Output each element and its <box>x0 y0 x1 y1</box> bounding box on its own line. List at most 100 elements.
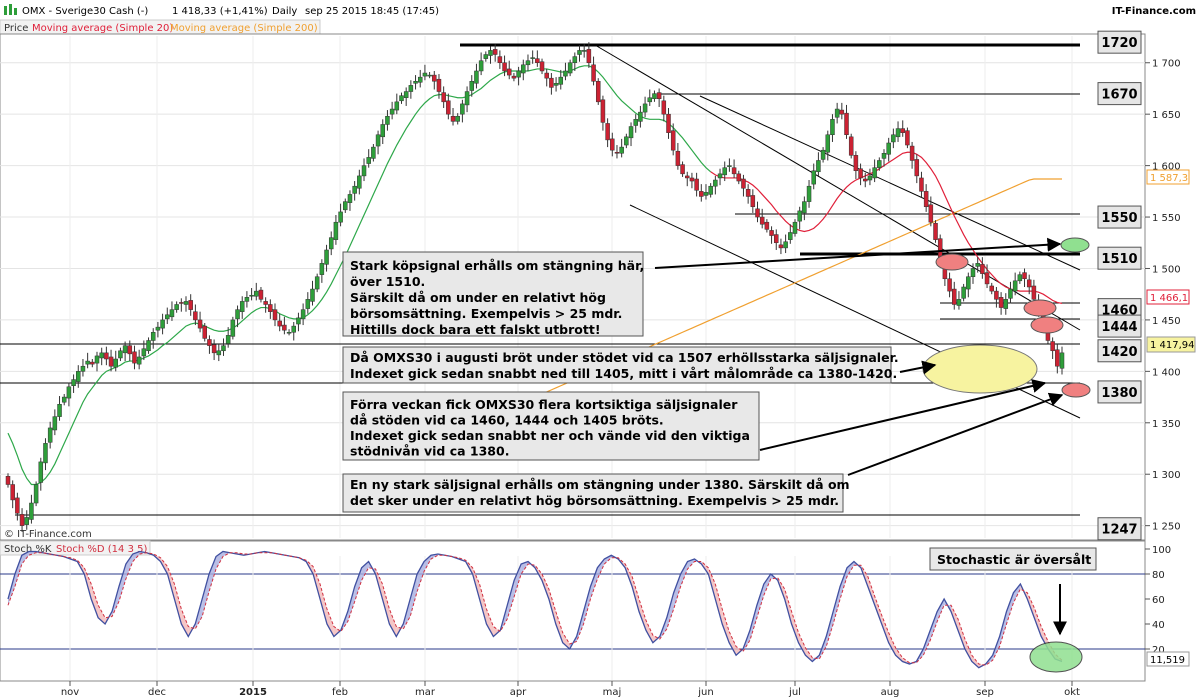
candle-body <box>581 50 587 52</box>
candle-body <box>268 304 273 312</box>
candle-body <box>328 237 334 250</box>
candle-body <box>694 178 699 191</box>
stoch-last-text: 11,519 <box>1150 655 1185 666</box>
level-label-text: 1444 <box>1101 320 1137 335</box>
level-label-text: 1670 <box>1101 88 1137 103</box>
stoch-fill-segment <box>784 589 792 624</box>
candle-body <box>741 178 746 189</box>
month-label: nov <box>61 687 79 698</box>
candle-body <box>750 195 756 208</box>
candle-body <box>225 335 231 344</box>
buy-signal-1510 <box>1060 237 1090 253</box>
level-label-box <box>1097 314 1142 338</box>
candle-body <box>717 173 723 179</box>
stoch-grid <box>0 556 1145 680</box>
stoch-fill-segment <box>555 611 563 643</box>
stoch-fill-segment <box>937 599 945 622</box>
stoch-fill-segment <box>826 611 834 647</box>
candle-body <box>474 70 479 84</box>
candle-body <box>85 360 90 365</box>
candle-body <box>389 108 395 115</box>
stoch-fill-segment <box>756 584 764 618</box>
stoch-axis: 100 80 60 40 20 <box>1145 545 1171 656</box>
candle-body <box>502 62 507 72</box>
stoch-fill-segment <box>98 605 106 624</box>
candle-body <box>450 115 456 122</box>
candle-body <box>984 272 990 285</box>
candle-body <box>830 119 835 136</box>
candle-body <box>469 81 475 91</box>
stoch-fill-segment <box>971 655 979 668</box>
month-label: aug <box>881 687 900 698</box>
stoch-fill-segment <box>999 611 1007 647</box>
header-quote: 1 418,33 (+1,41%) <box>172 6 268 17</box>
candle-body <box>563 70 568 77</box>
candle-body <box>132 351 137 364</box>
candle-body <box>567 62 573 74</box>
price-tick-label: 1 600 <box>1152 162 1181 173</box>
candle-body <box>29 502 34 520</box>
candle-body <box>118 350 123 359</box>
candle-body <box>5 476 11 485</box>
candle-body <box>371 146 376 159</box>
arrow-buy-signal <box>654 237 1062 269</box>
candle-body <box>511 75 517 79</box>
level-label-box <box>1097 517 1142 541</box>
stoch-fill-segment <box>722 609 730 643</box>
candle-body <box>108 356 114 367</box>
candle-body <box>773 234 779 244</box>
stoch-fill-segment <box>333 626 341 637</box>
stoch-fill-segment <box>1034 607 1042 637</box>
candle-body <box>839 109 845 115</box>
candle-body <box>193 311 198 321</box>
month-label: 2015 <box>239 687 267 698</box>
candle-body <box>38 461 44 483</box>
price-tick-label: 1 400 <box>1152 367 1181 378</box>
candle-body <box>535 58 540 63</box>
stoch-fill-segment <box>479 584 487 624</box>
stoch-note-text: Stochastic är översålt <box>937 552 1091 567</box>
candle-body <box>853 155 859 172</box>
last-price-tag: 1 417,94 <box>1146 336 1196 353</box>
candle-body <box>300 309 306 320</box>
channel-inner-line <box>699 95 1081 271</box>
candle-body <box>492 49 498 55</box>
stoch-fill-segment <box>382 584 390 624</box>
stoch-fill-segment <box>729 631 737 656</box>
candle-body <box>891 134 896 143</box>
candle-body <box>52 416 58 431</box>
stoch-fill-segment <box>326 609 334 637</box>
candle-body <box>633 119 638 126</box>
candle-body <box>71 379 76 387</box>
price-tick-label: 1 250 <box>1152 522 1181 533</box>
candle-body <box>647 97 653 103</box>
candle-body <box>619 146 624 154</box>
candle-body <box>394 101 400 111</box>
candle-body <box>947 278 952 292</box>
candle-body <box>577 50 582 55</box>
candle-body <box>877 160 882 168</box>
level-label-text: 1420 <box>1101 345 1137 360</box>
candle-body <box>408 85 414 92</box>
candle-body <box>221 345 226 352</box>
candle-body <box>57 404 62 417</box>
candle-body <box>460 103 465 115</box>
candle-body <box>455 115 460 122</box>
stoch-fill-segment <box>389 609 397 637</box>
candle-body <box>141 348 147 357</box>
candle-body <box>1059 352 1065 369</box>
candle-body <box>848 136 854 156</box>
candle-body <box>188 300 193 310</box>
candle-body <box>881 153 887 159</box>
candle-body <box>820 149 826 160</box>
price-tick-label: 1 450 <box>1152 316 1181 327</box>
candle-body <box>680 164 685 175</box>
sell-signal-1380 <box>1061 382 1091 398</box>
stoch-fill-segment <box>562 632 570 649</box>
candle-body <box>235 309 240 320</box>
price-tick-label: 1 500 <box>1152 264 1181 275</box>
ma200-tag: 1 587,3 <box>1146 169 1190 185</box>
candle-body <box>1055 349 1060 367</box>
level-label-text: 1720 <box>1101 36 1137 51</box>
